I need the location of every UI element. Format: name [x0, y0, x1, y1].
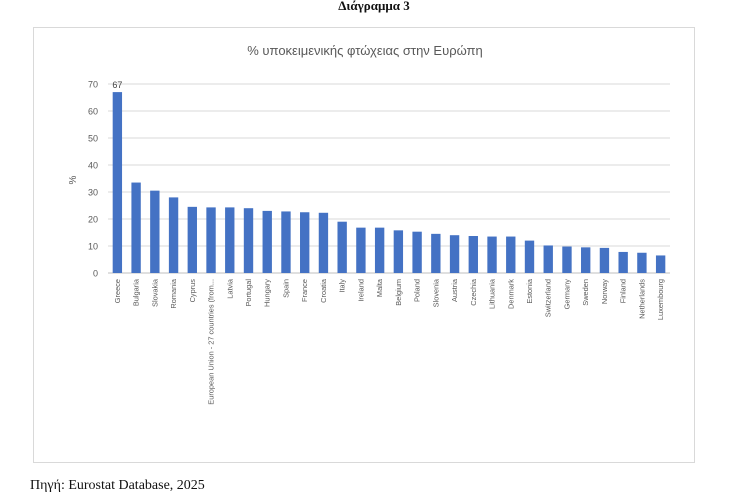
bar: [449, 235, 460, 273]
bar: [374, 227, 385, 273]
x-tick-label: Finland: [619, 279, 628, 303]
data-labels: 67: [112, 80, 122, 90]
y-tick-label: 70: [88, 80, 98, 90]
y-tick-label: 0: [93, 269, 98, 279]
bar: [318, 212, 329, 273]
bar: [337, 221, 347, 273]
y-tick-label: 10: [88, 242, 98, 252]
x-tick-label: Malta: [375, 278, 384, 297]
bar: [243, 208, 254, 273]
x-tick-label: Sweden: [581, 279, 590, 306]
bar: [206, 207, 216, 273]
x-tick-label: Italy: [338, 279, 347, 293]
y-tick-label: 60: [88, 107, 98, 117]
chart-area: % υποκειμενικής φτώχειας στην Ευρώπη % 0…: [33, 27, 695, 463]
bar: [356, 227, 366, 273]
gridlines: [108, 83, 670, 274]
x-tick-label: Norway: [600, 279, 609, 304]
x-tick-label: Greece: [113, 279, 122, 303]
x-tick-label: Denmark: [506, 279, 515, 309]
x-tick-label: Cyprus: [188, 279, 197, 303]
x-tick-label: Czechia: [469, 278, 478, 306]
bar: [262, 210, 272, 273]
bar: [431, 233, 441, 273]
bar: [543, 245, 553, 273]
bar: [618, 251, 628, 273]
x-tick-label: Belgium: [394, 279, 403, 306]
x-tick-label: Portugal: [244, 279, 253, 307]
bars: [112, 92, 666, 273]
bar: [599, 247, 610, 273]
bar: [506, 236, 516, 273]
x-tick-label: Croatia: [319, 278, 328, 303]
x-tick-label: Switzerland: [544, 279, 553, 317]
x-tick-label: Bulgaria: [132, 278, 141, 306]
bar: [225, 207, 235, 273]
bar: [581, 247, 591, 273]
x-tick-label: Slovakia: [150, 278, 159, 307]
figure-caption: Διάγραμμα 3: [338, 0, 410, 13]
x-tick-label: Germany: [562, 279, 571, 310]
y-axis-ticks: 0 10 20 30 40 50 60 70: [88, 80, 98, 279]
bar: [168, 197, 179, 273]
x-tick-label: Estonia: [525, 278, 534, 304]
y-tick-label: 20: [88, 215, 98, 225]
bar: [637, 252, 647, 273]
bar: [300, 212, 310, 273]
x-tick-label: France: [300, 279, 309, 302]
y-tick-label: 50: [88, 134, 98, 144]
bar-chart: % υποκειμενικής φτώχειας στην Ευρώπη % 0…: [68, 43, 670, 405]
y-tick-label: 30: [88, 188, 98, 198]
x-tick-label: Poland: [413, 279, 422, 302]
x-tick-label: Austria: [450, 278, 459, 302]
y-tick-label: 40: [88, 161, 98, 171]
bar: [468, 236, 478, 273]
x-tick-label: Lithuania: [488, 278, 497, 309]
x-tick-label: Slovenia: [431, 278, 440, 307]
bar: [487, 236, 497, 273]
data-label: 67: [112, 80, 122, 90]
bar: [187, 206, 197, 273]
x-tick-label: Romania: [169, 278, 178, 308]
chart-title: % υποκειμενικής φτώχειας στην Ευρώπη: [247, 43, 483, 58]
x-tick-label: Latvia: [225, 278, 234, 299]
x-axis-ticks: Greece Bulgaria Slovakia Romania Cyprus Europ…: [113, 278, 665, 405]
bar: [655, 255, 666, 273]
x-tick-label: European Union - 27 countries (from...: [207, 279, 216, 405]
bar: [412, 231, 422, 273]
bar: [131, 182, 141, 273]
x-tick-label: Hungary: [263, 279, 272, 307]
x-tick-label: Netherlands: [637, 279, 646, 319]
bar: [150, 190, 160, 273]
y-axis-label: %: [68, 175, 79, 184]
bar: [524, 240, 535, 273]
figure-source: Πηγή: Eurostat Database, 2025: [30, 478, 205, 493]
x-tick-label: Luxembourg: [656, 279, 665, 320]
x-tick-label: Ireland: [356, 279, 365, 302]
bar: [281, 211, 291, 273]
bar: [112, 92, 123, 273]
bar: [562, 246, 572, 273]
bar: [393, 230, 404, 273]
x-tick-label: Spain: [281, 279, 290, 298]
